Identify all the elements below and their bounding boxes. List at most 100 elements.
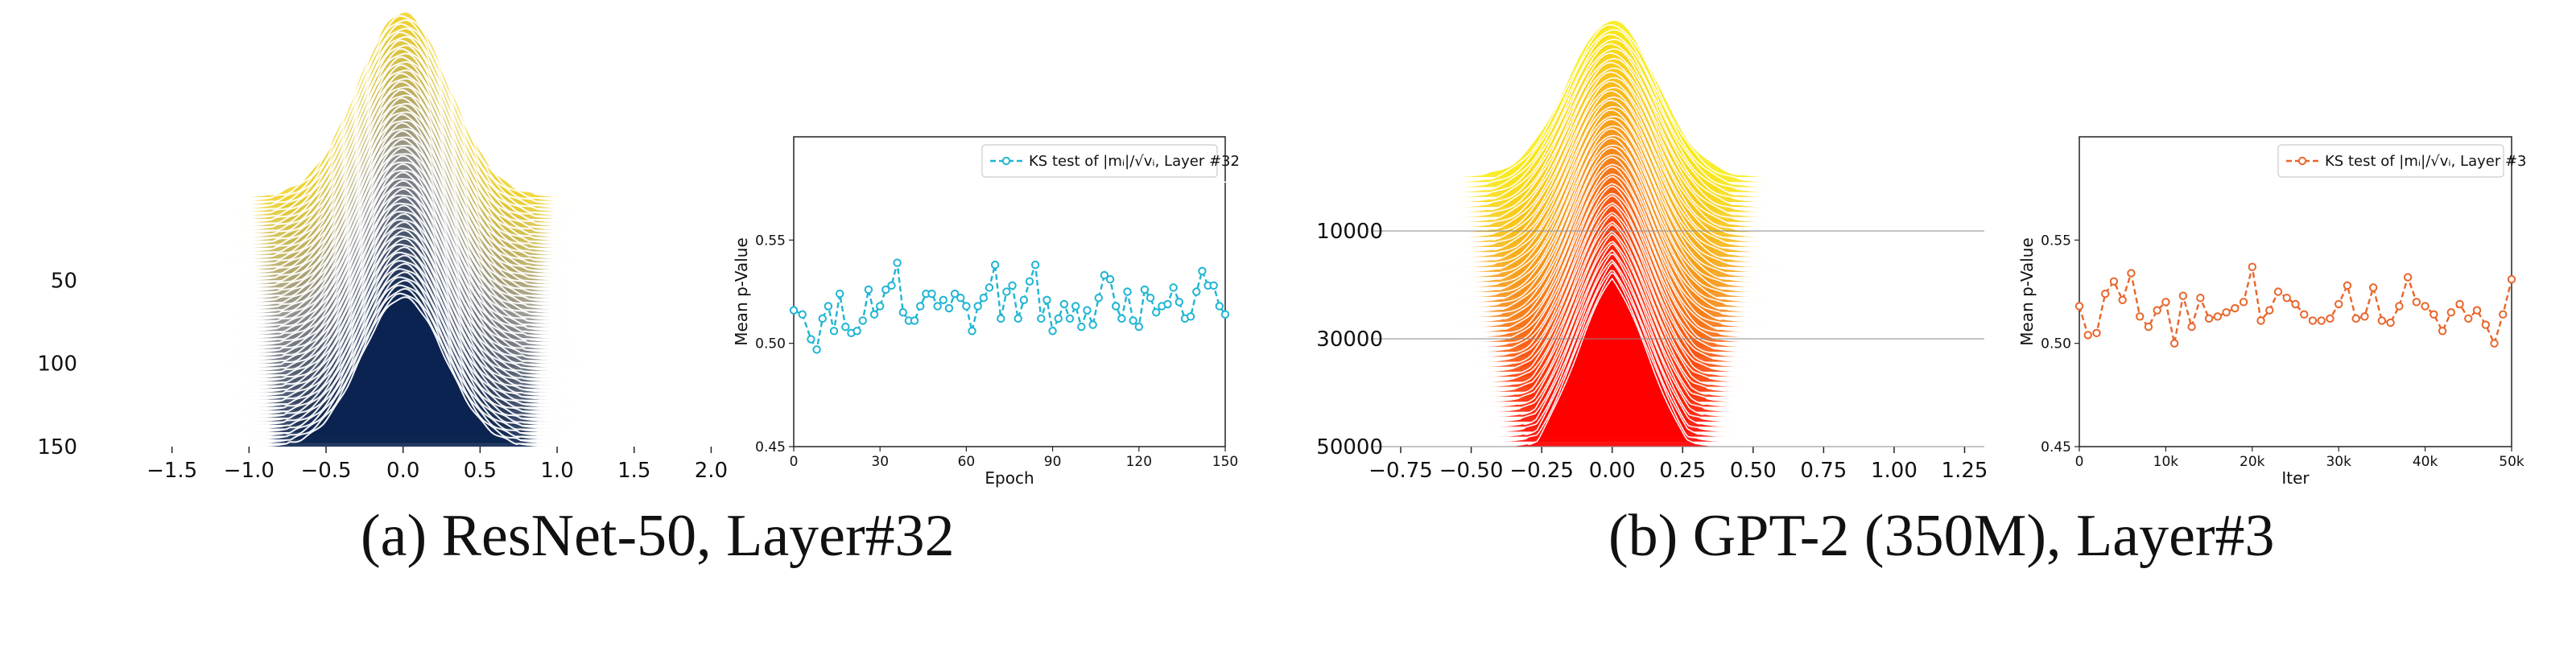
- ridge-line: [241, 161, 642, 328]
- data-point: [1105, 274, 1115, 284]
- x-tick-label: 40k: [2413, 454, 2438, 470]
- plot-frame: [2079, 136, 2512, 447]
- data-point: [887, 281, 896, 290]
- data-point: [1134, 322, 1144, 332]
- y-tick-label: 100: [37, 352, 77, 377]
- data-point: [2135, 312, 2145, 321]
- ridge-line: [119, 44, 689, 227]
- ridge-line: [254, 268, 584, 422]
- data-point: [2490, 339, 2499, 348]
- data-point: [841, 322, 850, 332]
- data-point: [1002, 287, 1011, 296]
- ridge-line: [1440, 241, 1792, 408]
- data-point: [835, 289, 844, 299]
- caption-b: (b) GPT-2 (350M), Layer#3: [1608, 503, 2275, 569]
- ridge-line: [1441, 204, 1790, 373]
- data-point: [1192, 287, 1201, 296]
- data-point: [2153, 306, 2161, 315]
- data-point: [2291, 299, 2300, 309]
- data-point: [2204, 314, 2214, 324]
- ridge-line: [174, 287, 550, 440]
- ridge-line: [1410, 214, 1835, 383]
- ridge-line: [180, 19, 634, 205]
- data-point: [2092, 328, 2101, 338]
- series-line: [2078, 266, 2513, 347]
- data-point: [2187, 322, 2196, 332]
- x-axis-label: Epoch: [985, 468, 1034, 488]
- ridge-line: [177, 227, 657, 386]
- ridge-area: [1307, 91, 1823, 253]
- x-tick-label: −0.5: [300, 459, 351, 483]
- data-point: [812, 345, 821, 354]
- y-tick-label: 0.45: [2041, 439, 2071, 455]
- ridge-line: [130, 122, 665, 296]
- ridge-line: [124, 105, 578, 282]
- ridge-line: [1495, 243, 1777, 413]
- ridge-line: [1195, 24, 1891, 183]
- data-point: [1112, 302, 1121, 311]
- data-point: [1215, 302, 1224, 311]
- data-point: [1117, 314, 1126, 324]
- ridgeline-plot-a: [105, 10, 702, 447]
- ridge-line: [195, 102, 680, 278]
- data-point: [2334, 299, 2343, 309]
- ridge-line: [1249, 38, 1856, 198]
- ridge-line: [155, 260, 650, 415]
- ridge-line: [204, 39, 584, 224]
- legend-box: [2277, 144, 2504, 178]
- data-point: [2178, 291, 2188, 300]
- ridge-line: [146, 212, 657, 376]
- ridge-line: [1505, 262, 1734, 432]
- ridge-line: [179, 245, 638, 405]
- data-point: [1030, 260, 1040, 270]
- data-point: [858, 316, 867, 325]
- line-chart-b: 0 10k 20k 30k 40k 50k 0.45 0.50 0.55 Iter Mean p-V…: [2017, 136, 2526, 488]
- ridge-line: [228, 130, 582, 303]
- x-tick-label: 90: [1044, 454, 1062, 470]
- data-point: [1146, 294, 1155, 303]
- ridge-line: [147, 196, 561, 361]
- data-point: [1048, 327, 1057, 336]
- data-point: [2273, 287, 2283, 296]
- ridge-line: [1393, 105, 1823, 268]
- ridge-line: [1397, 86, 1946, 248]
- ridge-area: [252, 297, 593, 447]
- legend-label: KS test of |mᵢ|/√vᵢ, Layer #3: [2325, 153, 2526, 170]
- data-point: [2074, 302, 2084, 311]
- ridge-line: [1324, 146, 1889, 313]
- data-point: [1008, 281, 1017, 290]
- ridge-line: [208, 80, 641, 260]
- ridge-line: [1332, 80, 1904, 243]
- ridge-line: [1278, 61, 1895, 223]
- data-point: [1094, 294, 1103, 303]
- data-point: [818, 314, 827, 324]
- ridge-line: [1376, 202, 1842, 368]
- data-point: [2083, 331, 2092, 340]
- data-point: [1152, 307, 1161, 317]
- ridge-line: [1297, 109, 1940, 273]
- ridge-line: [249, 251, 609, 408]
- ridge-line: [1380, 99, 1896, 263]
- data-point: [2169, 339, 2179, 348]
- data-point: [950, 289, 960, 299]
- x-tick-label: 0.00: [1589, 459, 1636, 483]
- ridge-line: [133, 89, 683, 267]
- data-point: [2438, 327, 2447, 336]
- data-point: [997, 314, 1005, 324]
- ridge-line: [177, 202, 639, 365]
- data-point: [2231, 303, 2240, 313]
- y-tick-label: 0.50: [2041, 336, 2071, 352]
- ridge-line: [1414, 233, 1735, 402]
- data-point: [2403, 273, 2413, 282]
- x-tick-label: 2.0: [695, 459, 728, 483]
- ridge-line: [231, 188, 610, 354]
- x-tick-label: 0.0: [386, 459, 419, 483]
- ridge-line: [138, 27, 582, 212]
- data-point: [2395, 302, 2404, 311]
- ridge-line: [1302, 128, 1806, 293]
- ridge-line: [1443, 173, 1814, 338]
- x-tick-label: 0.50: [1730, 459, 1777, 483]
- data-point: [2196, 294, 2205, 303]
- ridge-line: [185, 163, 566, 332]
- data-point: [1037, 314, 1046, 324]
